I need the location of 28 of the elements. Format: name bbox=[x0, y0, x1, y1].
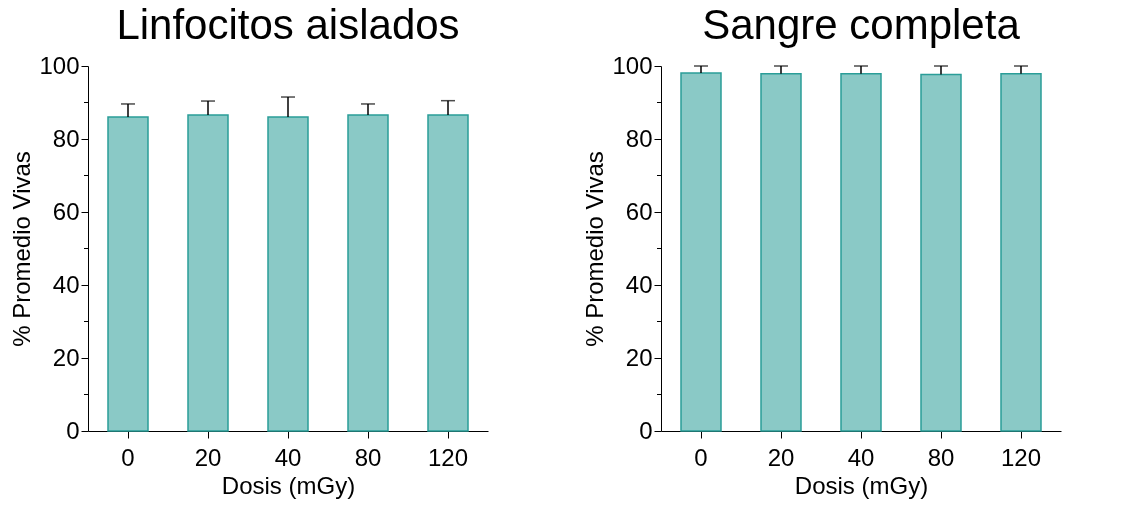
y-tick-label: 100 bbox=[612, 51, 653, 79]
x-tick-label: 0 bbox=[694, 443, 708, 471]
y-tick-label: 20 bbox=[625, 343, 653, 371]
x-tick-label: 120 bbox=[427, 443, 469, 471]
chart-title: Sangre completa bbox=[702, 1, 1021, 48]
x-tick-label: 40 bbox=[847, 443, 875, 471]
y-tick-label: 40 bbox=[625, 270, 653, 298]
x-tick-label: 80 bbox=[927, 443, 955, 471]
y-tick-label: 60 bbox=[52, 197, 80, 225]
y-tick-label: 0 bbox=[66, 416, 80, 444]
x-tick-label: 40 bbox=[274, 443, 302, 471]
x-tick-label: 20 bbox=[767, 443, 795, 471]
y-tick-label: 20 bbox=[52, 343, 80, 371]
y-tick-label: 40 bbox=[52, 270, 80, 298]
y-tick-label: 60 bbox=[625, 197, 653, 225]
y-tick-label: 80 bbox=[52, 124, 80, 152]
y-tick-label: 0 bbox=[639, 416, 653, 444]
y-tick-label: 100 bbox=[39, 51, 80, 79]
chart-title: Linfocitos aislados bbox=[116, 1, 460, 48]
x-tick-label: 20 bbox=[194, 443, 222, 471]
x-tick-label: 0 bbox=[121, 443, 135, 471]
y-axis-title: % Promedio Vivas bbox=[8, 151, 36, 347]
y-tick-label: 80 bbox=[625, 124, 653, 152]
x-tick-label: 80 bbox=[354, 443, 382, 471]
x-axis-title: Dosis (mGy) bbox=[221, 471, 356, 499]
x-tick-label: 120 bbox=[1000, 443, 1042, 471]
y-axis-title: % Promedio Vivas bbox=[581, 151, 609, 347]
x-axis-title: Dosis (mGy) bbox=[794, 471, 929, 499]
